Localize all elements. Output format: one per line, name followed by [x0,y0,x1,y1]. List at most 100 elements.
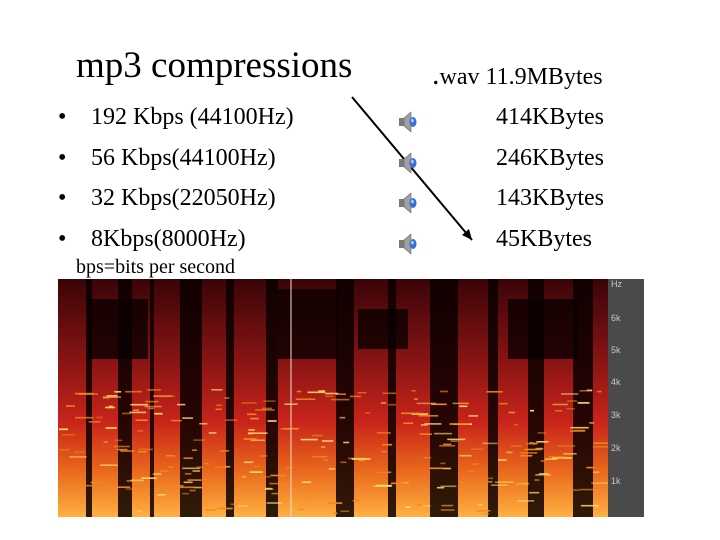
harmonic-streak [130,479,144,482]
harmonic-streak [241,402,257,404]
harmonic-streak [125,390,142,393]
harmonic-streak [147,407,155,410]
harmonic-streak [88,421,101,423]
harmonic-streak [452,402,469,405]
harmonic-streak [447,438,466,441]
harmonic-streak [482,442,498,445]
harmonic-streak [498,459,507,461]
harmonic-streak [376,432,391,434]
harmonic-streak [459,481,467,484]
harmonic-streak [450,440,459,442]
harmonic-streak [59,448,70,451]
harmonic-streak [374,471,387,474]
harmonic-streak [439,390,448,393]
harmonic-streak [184,473,192,475]
bitrate-label: 192 Kbps (44100Hz) [91,104,294,130]
silence-band [336,279,354,517]
harmonic-streak [428,467,444,470]
harmonic-streak [125,488,144,490]
harmonic-streak [325,392,339,395]
harmonic-streak [266,502,282,504]
harmonic-streak [208,432,217,434]
harmonic-streak [145,400,159,403]
harmonic-streak [382,443,393,446]
silence-band [180,279,202,517]
harmonic-streak [529,491,540,494]
harmonic-streak [593,442,613,444]
harmonic-streak [307,391,326,394]
harmonic-streak [577,402,590,404]
harmonic-streak [483,512,489,515]
file-size-list: 414KBytes 246KBytes 143KBytes 45KBytes [496,100,604,262]
harmonic-streak [122,412,131,415]
harmonic-streak [312,455,328,458]
harmonic-streak [472,463,479,465]
silence-band [226,279,234,517]
harmonic-streak [220,450,230,452]
harmonic-streak [59,428,68,431]
harmonic-streak [177,403,186,406]
harmonic-streak [467,470,474,473]
harmonic-streak [548,456,567,458]
bitrate-label: 32 Kbps(22050Hz) [91,185,276,211]
harmonic-streak [250,439,265,442]
harmonic-streak [318,390,326,392]
harmonic-streak [382,392,397,395]
harmonic-streak [318,491,326,493]
harmonic-streak [506,451,513,454]
harmonic-streak [90,481,102,484]
harmonic-streak [476,510,491,512]
harmonic-streak [592,446,611,448]
harmonic-streak [340,461,347,464]
speaker-icon[interactable] [398,232,420,256]
harmonic-streak [183,481,193,484]
harmonic-streak [443,467,451,470]
bitrate-list: • 192 Kbps (44100Hz) • 56 Kbps(44100Hz) • 3… [58,100,294,262]
harmonic-streak [468,415,479,417]
audio-icons [398,110,420,272]
speaker-icon[interactable] [398,191,420,215]
harmonic-streak [113,445,130,448]
harmonic-streak [61,434,76,436]
harmonic-streak [179,486,195,489]
harmonic-streak [83,484,95,487]
harmonic-streak [537,432,546,434]
harmonic-streak [249,471,263,473]
harmonic-streak [286,466,295,469]
harmonic-streak [271,492,279,495]
harmonic-streak [580,504,599,507]
harmonic-streak [262,407,272,410]
harmonic-streak [196,466,203,468]
bitrate-label: 8Kbps(8000Hz) [91,225,246,252]
silence-band [266,279,278,517]
harmonic-streak [133,483,143,485]
speaker-icon[interactable] [398,151,420,175]
harmonic-streak [265,488,274,490]
harmonic-streak [156,494,166,496]
harmonic-streak [259,455,268,457]
harmonic-streak [328,468,335,470]
harmonic-streak [322,459,329,461]
harmonic-streak [296,390,302,393]
harmonic-streak [487,481,493,483]
harmonic-streak [96,416,103,419]
harmonic-streak [477,503,483,506]
harmonic-streak [144,405,162,408]
harmonic-streak [250,417,259,420]
speaker-icon[interactable] [398,110,420,134]
bps-note: bps=bits per second [76,256,236,278]
harmonic-streak [433,432,452,435]
harmonic-streak [168,485,184,487]
harmonic-streak [351,458,371,460]
harmonic-streak [544,458,557,460]
harmonic-streak [225,465,231,468]
harmonic-streak [267,420,277,422]
silence-band [86,279,92,517]
harmonic-streak [365,412,371,414]
harmonic-streak [105,406,115,409]
harmonic-streak [340,510,350,513]
frequency-tick-label: 6k [611,313,621,323]
harmonic-streak [525,443,536,445]
harmonic-streak [129,411,146,414]
harmonic-streak [248,432,268,434]
